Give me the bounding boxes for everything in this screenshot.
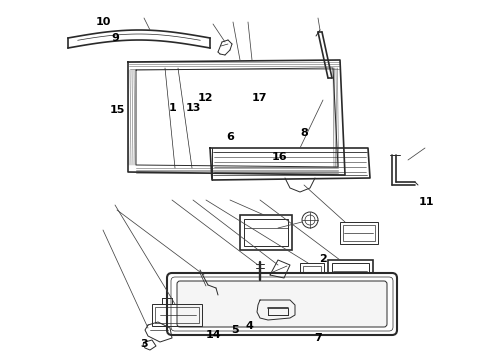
Text: 3: 3 [141,339,148,349]
Bar [240,215,292,250]
Bar [328,260,373,282]
Text: 5: 5 [231,325,239,336]
Text: 4: 4 [246,321,254,331]
Text: 15: 15 [110,105,125,115]
Text: 14: 14 [205,330,221,340]
Text: 6: 6 [226,132,234,142]
Text: 7: 7 [315,333,322,343]
Text: 1: 1 [169,103,176,113]
Bar [155,307,199,323]
Text: 17: 17 [252,93,268,103]
Bar [152,304,202,326]
Text: 9: 9 [111,33,119,43]
Text: 16: 16 [271,152,287,162]
FancyBboxPatch shape [177,281,387,327]
Bar [300,263,324,281]
FancyBboxPatch shape [167,273,397,335]
Text: 10: 10 [95,17,111,27]
Bar [332,263,369,279]
Bar [340,222,378,244]
Text: 13: 13 [186,103,201,113]
Text: 11: 11 [418,197,434,207]
Bar [343,225,375,241]
Text: 2: 2 [319,254,327,264]
Bar [303,266,321,278]
Text: 8: 8 [300,128,308,138]
Text: 12: 12 [198,93,214,103]
Bar [244,219,288,246]
